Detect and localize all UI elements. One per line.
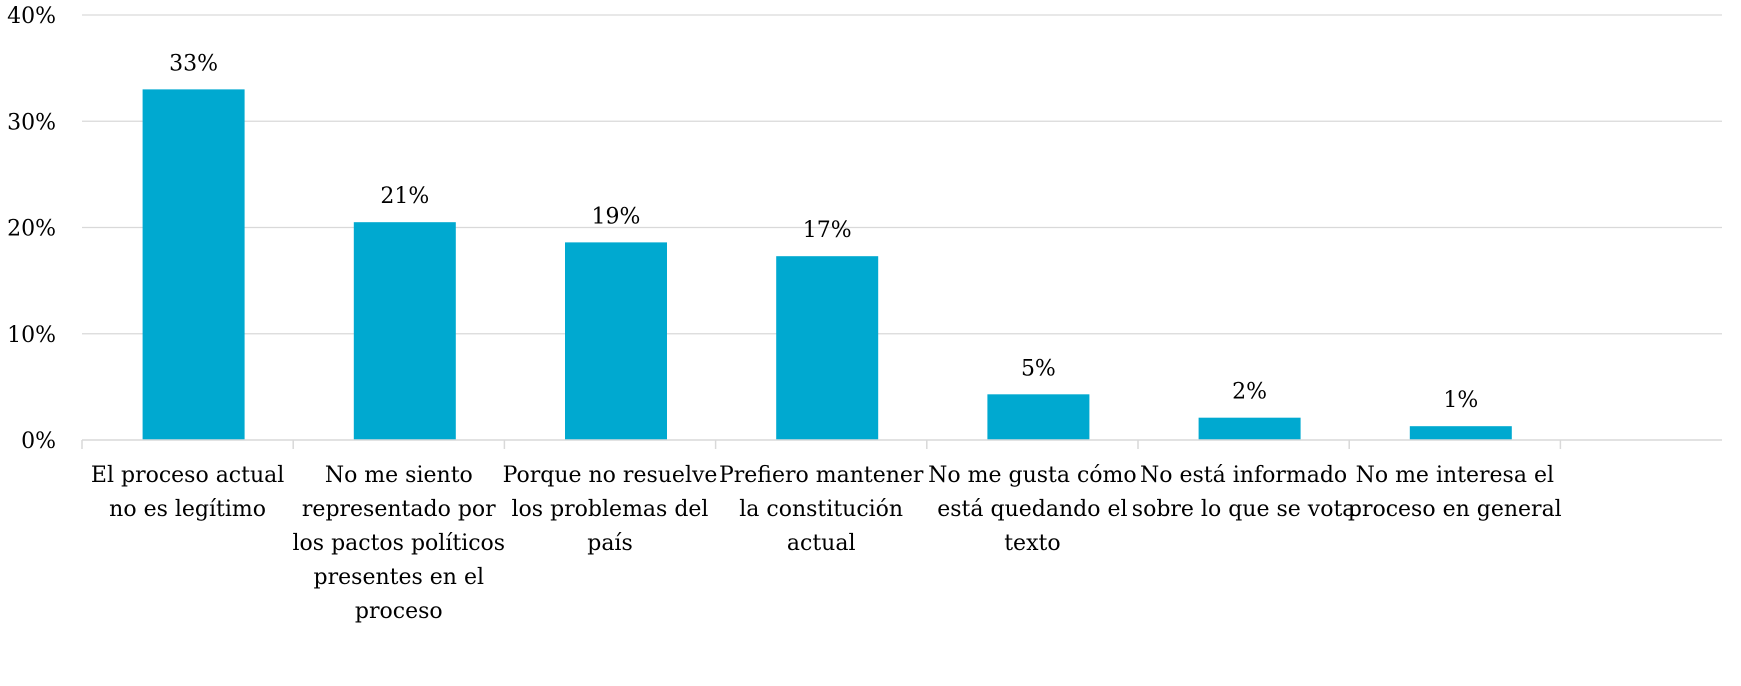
category-label-line: texto xyxy=(1004,531,1060,556)
x-axis xyxy=(81,439,1722,449)
data-label: 17% xyxy=(803,218,852,243)
category-label-line: presentes en el xyxy=(314,565,484,590)
category-label-line: la constitución xyxy=(739,497,903,522)
category-label: No me gusta cómo está quedando el texto xyxy=(928,463,1137,556)
category-label-line: proceso xyxy=(355,599,443,624)
category-label: No me siento representado por los pactos p… xyxy=(293,463,506,624)
category-label-line: no es legítimo xyxy=(109,497,266,522)
bar xyxy=(565,242,667,440)
y-axis-ticks: 0% 10% 20% 30% 40% xyxy=(7,4,56,454)
data-label: 21% xyxy=(380,184,429,209)
bar xyxy=(987,394,1090,440)
category-label-line: Porque no resuelve xyxy=(503,463,718,488)
y-tick-label: 40% xyxy=(7,4,56,29)
category-labels: El proceso actual no es legítimo No me sie… xyxy=(91,463,1562,624)
bars xyxy=(142,89,1512,440)
data-label: 2% xyxy=(1232,380,1267,405)
data-label: 1% xyxy=(1443,388,1478,413)
gridlines xyxy=(82,14,1722,335)
y-tick-label: 30% xyxy=(7,110,56,135)
y-tick-label: 10% xyxy=(7,323,56,348)
bar xyxy=(1198,417,1301,440)
y-tick-label: 20% xyxy=(7,217,56,242)
category-label: El proceso actual no es legítimo xyxy=(91,463,284,522)
bar xyxy=(142,89,245,440)
bar xyxy=(1409,426,1512,440)
data-label: 33% xyxy=(169,51,218,76)
category-label-line: proceso en general xyxy=(1348,497,1562,522)
category-label-line: sobre lo que se vota xyxy=(1132,497,1356,522)
category-label-line: país xyxy=(587,531,633,556)
category-label-line: No me siento xyxy=(325,463,473,488)
category-label-line: No me interesa el xyxy=(1356,463,1554,488)
data-labels: 33% 21% 19% 17% 5% 2% 1% xyxy=(169,51,1478,413)
data-label: 19% xyxy=(592,204,641,229)
category-label: Porque no resuelve los problemas del país xyxy=(503,463,718,556)
y-tick-label: 0% xyxy=(21,429,56,454)
category-label: No me interesa el proceso en general xyxy=(1348,463,1562,522)
category-label-line: los problemas del xyxy=(512,497,709,522)
category-label-line: No me gusta cómo xyxy=(928,463,1137,488)
bar xyxy=(776,256,879,440)
category-label: No está informado sobre lo que se vota xyxy=(1132,463,1356,522)
category-label-line: Prefiero mantener xyxy=(719,463,924,488)
data-label: 5% xyxy=(1021,356,1056,381)
category-label-line: está quedando el xyxy=(937,497,1127,522)
category-label-line: actual xyxy=(787,531,856,556)
category-label-line: El proceso actual xyxy=(91,463,284,488)
bar xyxy=(353,222,456,440)
category-label-line: No está informado xyxy=(1140,463,1347,488)
category-label: Prefiero mantener la constitución actual xyxy=(719,463,924,556)
category-label-line: representado por xyxy=(302,497,496,522)
category-label-line: los pactos políticos xyxy=(293,531,506,556)
